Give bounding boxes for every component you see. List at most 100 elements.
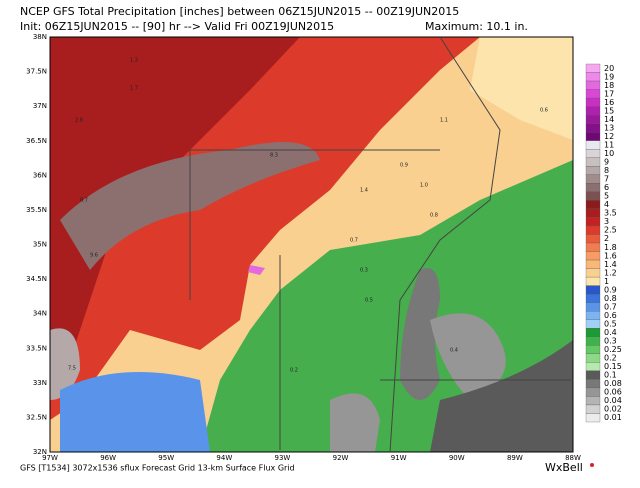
lat-label: 35N bbox=[33, 241, 47, 249]
colorbar-label: 0.1 bbox=[604, 371, 617, 380]
colorbar-label: 0.04 bbox=[604, 396, 622, 405]
colorbar-swatch bbox=[585, 183, 601, 193]
map-value-label: 0.9 bbox=[400, 163, 408, 169]
colorbar-swatch bbox=[585, 302, 601, 312]
lon-label: 95W bbox=[158, 454, 174, 462]
colorbar-swatch bbox=[585, 285, 601, 295]
colorbar-label: 5 bbox=[604, 192, 609, 201]
colorbar-swatch bbox=[585, 259, 601, 269]
colorbar-swatch bbox=[585, 97, 601, 107]
colorbar-label: 3.5 bbox=[604, 209, 617, 218]
map-value-label: 0.8 bbox=[430, 213, 438, 219]
colorbar-swatch bbox=[585, 123, 601, 133]
colorbar-swatch bbox=[585, 319, 601, 329]
colorbar-label: 15 bbox=[604, 106, 614, 115]
colorbar: 20191817161514131211109876543.532.521.81… bbox=[585, 63, 622, 423]
colorbar-swatch bbox=[585, 225, 601, 235]
colorbar-label: 0.2 bbox=[604, 354, 617, 363]
map-labels: 1.3 1.7 2.8 8.7 9.6 8.3 1.4 0.9 1.0 0.7 0.5 0.3 0.2 0… bbox=[68, 58, 548, 374]
colorbar-label: 0.3 bbox=[604, 337, 617, 346]
colorbar-swatch bbox=[585, 166, 601, 175]
colorbar-swatch bbox=[585, 251, 601, 261]
map-value-label: 0.5 bbox=[365, 298, 373, 304]
lon-label: 96W bbox=[100, 454, 116, 462]
colorbar-label: 17 bbox=[604, 89, 614, 98]
colorbar-swatch bbox=[585, 234, 601, 244]
lon-label: 93W bbox=[275, 454, 291, 462]
colorbar-label: 2 bbox=[604, 234, 609, 243]
colorbar-label: 1.4 bbox=[604, 260, 617, 269]
colorbar-swatch bbox=[585, 174, 601, 184]
lon-label: 94W bbox=[216, 454, 232, 462]
subtitle: Init: 06Z15JUN2015 -- [90] hr --> Valid … bbox=[20, 20, 334, 33]
lat-label: 37.5N bbox=[26, 68, 47, 76]
colorbar-label: 0.6 bbox=[604, 311, 617, 320]
lon-label: 89W bbox=[507, 454, 523, 462]
lon-labels: 97W 96W 95W 94W 93W 92W 91W 90W 89W 88W bbox=[42, 454, 581, 462]
lon-label: 90W bbox=[449, 454, 465, 462]
lon-label: 91W bbox=[391, 454, 407, 462]
map-value-label: 2.8 bbox=[75, 118, 83, 124]
colorbar-label: 19 bbox=[604, 72, 614, 81]
colorbar-swatch bbox=[585, 89, 601, 99]
colorbar-label: 4 bbox=[604, 200, 609, 209]
lat-label: 32N bbox=[33, 448, 47, 456]
colorbar-label: 11 bbox=[604, 140, 614, 149]
colorbar-label: 13 bbox=[604, 123, 614, 132]
colorbar-swatch bbox=[585, 63, 601, 73]
colorbar-label: 0.7 bbox=[604, 302, 617, 311]
maximum: Maximum: 10.1 in. bbox=[425, 20, 528, 33]
colorbar-swatch bbox=[585, 387, 601, 397]
lat-labels: 38N 37.5N 37N 36.5N 36N 35.5N 35N 34.5N 34N 33.5N… bbox=[26, 33, 47, 456]
colorbar-label: 3 bbox=[604, 217, 609, 226]
lat-label: 33N bbox=[33, 379, 47, 387]
colorbar-label: 14 bbox=[604, 115, 614, 124]
colorbar-swatch bbox=[585, 404, 601, 414]
colorbar-swatch bbox=[585, 80, 601, 90]
colorbar-label: 0.08 bbox=[604, 379, 622, 388]
field-max bbox=[248, 265, 265, 275]
map-value-label: 0.6 bbox=[540, 108, 548, 114]
colorbar-swatch bbox=[585, 208, 601, 218]
colorbar-swatch bbox=[585, 242, 601, 252]
colorbar-label: 1.2 bbox=[604, 268, 617, 277]
colorbar-swatch bbox=[585, 370, 601, 380]
colorbar-label: 0.8 bbox=[604, 294, 617, 303]
field-lightyellow bbox=[470, 37, 573, 140]
colorbar-label: 0.01 bbox=[604, 413, 622, 422]
colorbar-swatch bbox=[585, 413, 601, 423]
field-gray2 bbox=[430, 313, 506, 400]
colorbar-swatch bbox=[585, 276, 601, 286]
colorbar-swatch bbox=[585, 293, 601, 303]
colorbar-label: 0.4 bbox=[604, 328, 617, 337]
map-value-label: 0.3 bbox=[360, 268, 368, 274]
field-gray3 bbox=[430, 340, 573, 452]
colorbar-swatch bbox=[585, 217, 601, 227]
lat-label: 35.5N bbox=[26, 206, 47, 214]
footer: GFS [T1534] 3072x1536 sflux Forecast Gri… bbox=[20, 464, 295, 473]
colorbar-swatch bbox=[585, 200, 601, 210]
colorbar-swatch bbox=[585, 345, 601, 354]
colorbar-swatch bbox=[585, 328, 601, 337]
map-value-label: 8.7 bbox=[80, 198, 88, 204]
colorbar-label: 12 bbox=[604, 132, 614, 141]
colorbar-swatch bbox=[585, 140, 601, 150]
colorbar-label: 0.9 bbox=[604, 285, 617, 294]
logo: WxBell bbox=[545, 461, 583, 474]
lon-label: 88W bbox=[565, 454, 581, 462]
lat-label: 32.5N bbox=[26, 413, 47, 421]
colorbar-swatch bbox=[585, 157, 601, 167]
lat-label: 38N bbox=[33, 33, 47, 41]
state-borders bbox=[189, 36, 573, 453]
colorbar-label: 16 bbox=[604, 98, 614, 107]
colorbar-label: 0.25 bbox=[604, 345, 622, 354]
map-value-label: 0.7 bbox=[350, 238, 358, 244]
colorbar-swatch bbox=[585, 379, 601, 389]
colorbar-label: 0.02 bbox=[604, 405, 622, 414]
colorbar-label: 0.15 bbox=[604, 362, 622, 371]
colorbar-label: 10 bbox=[604, 149, 614, 158]
lat-label: 34.5N bbox=[26, 275, 47, 283]
colorbar-swatch bbox=[585, 149, 601, 158]
colorbar-label: 2.5 bbox=[604, 226, 617, 235]
